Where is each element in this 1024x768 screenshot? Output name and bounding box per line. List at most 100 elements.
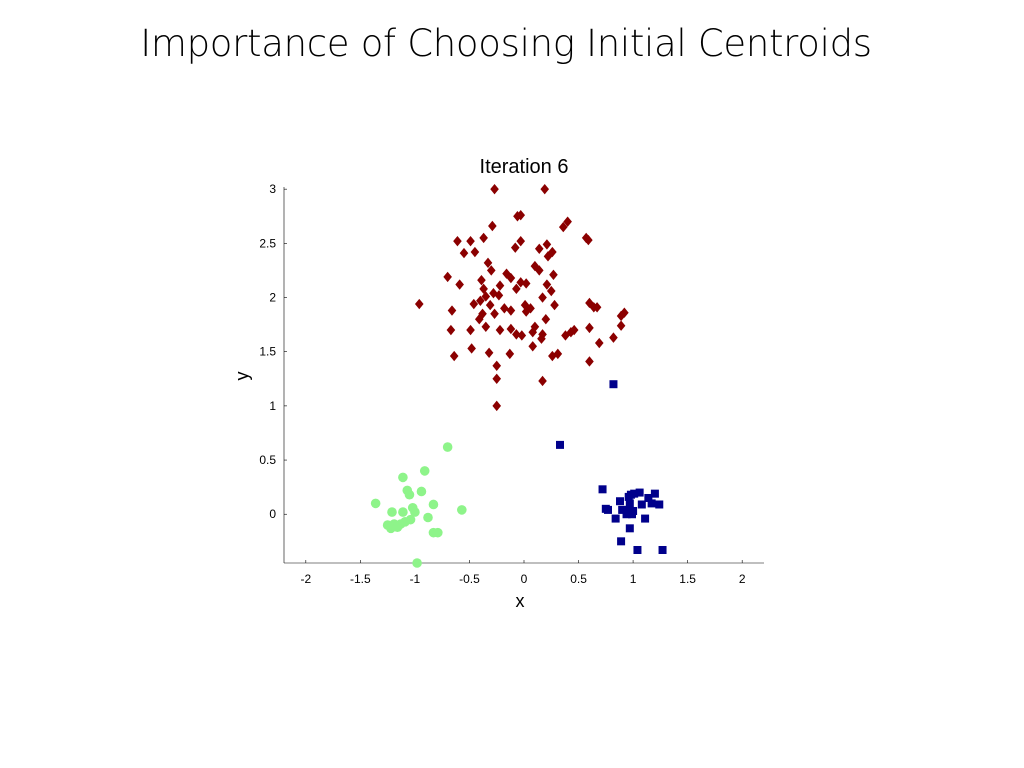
data-point	[644, 493, 653, 502]
data-point	[485, 299, 495, 311]
data-point	[428, 499, 439, 510]
data-point	[561, 330, 570, 341]
data-point	[611, 514, 620, 523]
y-tick-label: 2	[269, 291, 276, 305]
data-point	[617, 537, 626, 546]
x-tick-label: -1	[410, 572, 421, 586]
data-point	[628, 510, 636, 519]
data-point	[404, 489, 415, 500]
data-point	[585, 322, 594, 334]
data-point	[412, 558, 422, 568]
data-point	[516, 277, 526, 288]
x-tick-label: -1.5	[350, 572, 371, 586]
data-point	[477, 274, 486, 286]
axes: -2 -1.5 -1 -0.5 0 0.5 1 1.5 2 0 0.5 1 1.5 2 2.5 3	[259, 182, 764, 586]
data-point	[616, 310, 626, 322]
data-point	[481, 291, 491, 302]
data-point	[516, 209, 526, 221]
data-point	[443, 271, 452, 283]
data-point	[540, 183, 550, 195]
data-point	[510, 242, 520, 253]
data-point	[481, 321, 491, 332]
y-tick-label: 2.5	[259, 236, 276, 250]
y-tick-label: 1	[269, 399, 276, 413]
data-point	[488, 220, 497, 232]
data-point	[655, 500, 664, 509]
data-point	[550, 299, 559, 311]
data-point	[616, 497, 624, 506]
data-point	[569, 324, 579, 336]
data-point	[594, 337, 604, 349]
data-point	[618, 505, 627, 514]
data-point	[549, 269, 558, 280]
data-point	[584, 234, 593, 246]
data-point	[494, 290, 504, 301]
data-point	[517, 330, 527, 341]
data-point	[479, 232, 488, 244]
data-point	[521, 278, 531, 289]
data-point	[398, 472, 408, 483]
x-tick-label: -2	[300, 572, 311, 586]
plot-area	[370, 183, 667, 568]
data-point	[459, 247, 469, 259]
data-point	[457, 505, 467, 515]
data-point	[370, 498, 381, 509]
data-point	[512, 283, 521, 295]
data-point	[455, 279, 464, 290]
data-point	[541, 313, 551, 325]
data-point	[474, 313, 484, 325]
data-point	[528, 326, 538, 338]
x-tick-label: 0	[521, 572, 528, 586]
data-point	[625, 499, 634, 508]
slide-title: Importance of Choosing Initial Centroids	[140, 22, 872, 65]
data-point	[609, 380, 618, 389]
y-tick-label: 0.5	[259, 453, 276, 467]
data-point	[506, 323, 516, 335]
data-point	[492, 373, 502, 384]
data-point	[542, 239, 552, 250]
data-point	[616, 320, 626, 331]
data-point	[604, 505, 612, 514]
data-point	[469, 298, 479, 310]
data-point	[423, 512, 433, 523]
data-point	[548, 350, 557, 362]
y-axis-title: y	[232, 372, 252, 381]
series-circle	[370, 442, 467, 568]
x-tick-label: 0.5	[570, 572, 587, 586]
x-tick-label: 1	[630, 572, 637, 586]
data-point	[641, 514, 650, 523]
x-tick-label: -0.5	[459, 572, 480, 586]
data-point	[534, 265, 544, 276]
data-point	[521, 306, 531, 317]
data-point	[410, 507, 420, 517]
data-point	[563, 216, 572, 227]
x-axis-title: x	[516, 591, 525, 611]
data-point	[548, 246, 557, 258]
data-point	[647, 499, 656, 508]
data-point	[414, 298, 424, 310]
data-point	[486, 265, 496, 276]
data-point	[624, 492, 633, 501]
data-point	[490, 183, 499, 195]
data-point	[466, 324, 475, 336]
data-point	[538, 292, 547, 303]
data-point	[467, 343, 476, 354]
data-point	[556, 440, 564, 449]
y-tick-label: 1.5	[259, 345, 276, 359]
y-tick-label: 0	[269, 507, 276, 521]
data-point	[558, 221, 568, 233]
data-point	[537, 333, 546, 344]
data-point	[466, 235, 475, 247]
x-tick-label: 2	[739, 572, 746, 586]
data-point	[483, 257, 493, 269]
data-point	[398, 507, 408, 517]
data-point	[495, 280, 505, 291]
data-point	[470, 246, 480, 258]
data-point	[630, 489, 639, 498]
data-point	[622, 510, 631, 519]
data-point	[637, 500, 646, 509]
data-point	[446, 324, 456, 336]
data-point	[490, 308, 499, 319]
data-point	[495, 324, 505, 336]
